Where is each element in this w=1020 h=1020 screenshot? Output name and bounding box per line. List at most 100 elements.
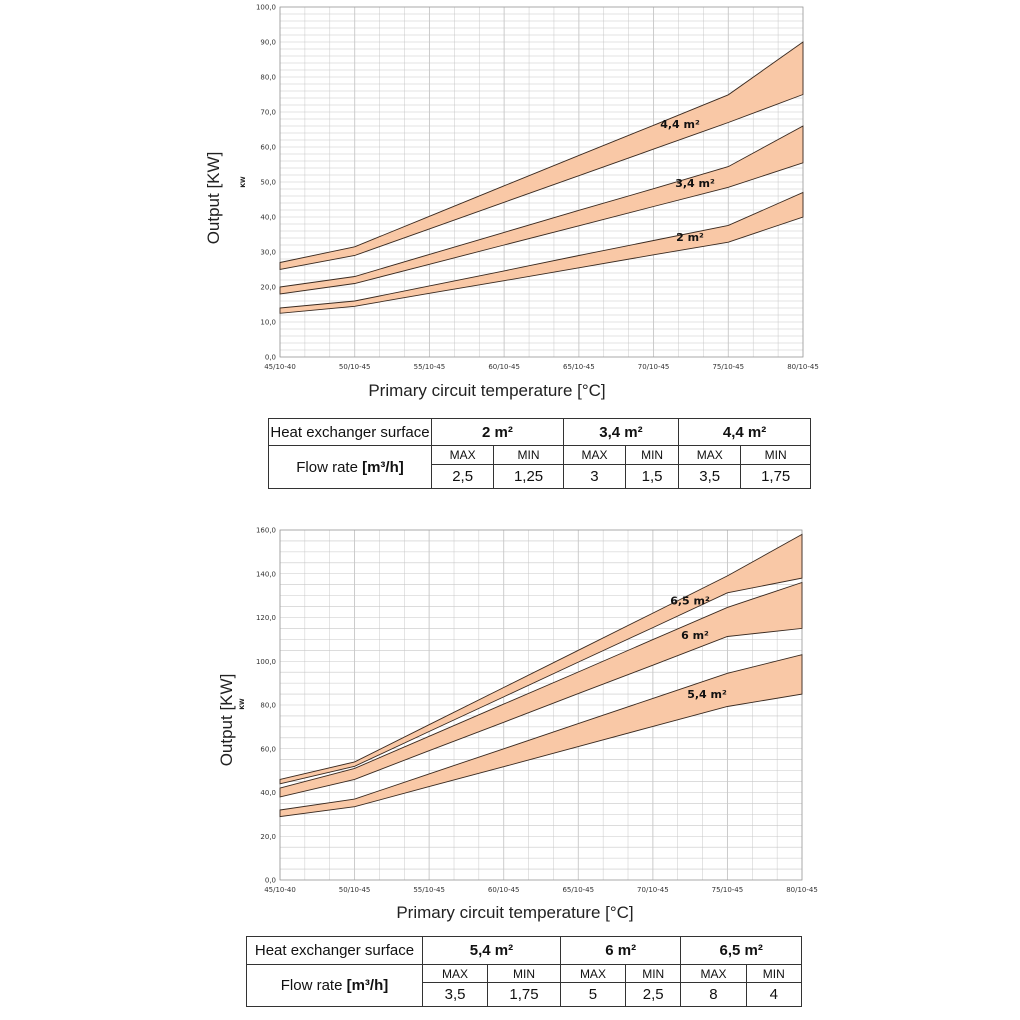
min-value: 1,75: [487, 982, 561, 1007]
y-tick-label: 50,0: [260, 179, 276, 187]
y-tick-label: 40,0: [260, 214, 276, 222]
min-value: 2,5: [624, 982, 682, 1007]
x-tick-label: 45/10-40: [264, 886, 296, 894]
y-tick-label: 140,0: [256, 570, 276, 578]
y-tick-label: 10,0: [260, 319, 276, 327]
min-value: 1,5: [625, 464, 680, 489]
x-tick-label: 70/10-45: [637, 886, 669, 894]
x-tick-label: 70/10-45: [638, 363, 670, 371]
band-label: 2 m²: [676, 231, 704, 244]
min-label: MIN: [624, 964, 682, 983]
band-series: [279, 654, 803, 818]
y-tick-label: 160,0: [256, 527, 276, 535]
flow-rate-table-large: Heat exchanger surface 5,4 m² 6 m² 6,5 m…: [246, 936, 803, 1007]
area-header: 3,4 m²: [562, 418, 680, 446]
band-label: 5,4 m²: [687, 688, 727, 701]
flow-rate-label: Flow rate [m³/h]: [268, 445, 432, 489]
y-axis-title: Output [KW]: [217, 674, 236, 767]
band-area: [279, 191, 804, 314]
band-series: [279, 533, 803, 785]
x-tick-label: 75/10-45: [712, 363, 744, 371]
max-value: 2,5: [430, 464, 495, 489]
max-label: MAX: [559, 964, 627, 983]
band-area: [279, 581, 803, 798]
min-value: 1,25: [493, 464, 564, 489]
x-tick-label: 75/10-45: [712, 886, 744, 894]
output-chart-small-exchangers: 0,0 10,0 20,0 30,0 40,0 50,0 60,0 70,0 80,0 90,0 1…: [204, 4, 819, 401]
y-tick-label: 100,0: [256, 658, 276, 666]
y-tick-label: 20,0: [260, 833, 276, 841]
max-label: MAX: [562, 445, 627, 465]
heat-exchanger-surface-label: Heat exchanger surface: [268, 418, 432, 446]
band-area: [279, 125, 804, 295]
max-value: 8: [680, 982, 747, 1007]
min-label: MIN: [625, 445, 680, 465]
band-area: [279, 654, 803, 818]
max-label: MAX: [430, 445, 495, 465]
y-tick-label: 20,0: [260, 284, 276, 292]
y-tick-label: 60,0: [260, 144, 276, 152]
area-header: 6 m²: [559, 936, 682, 965]
y-tick-label: 0,0: [265, 354, 276, 362]
y-tick-label: 70,0: [260, 109, 276, 117]
band-label: 4,4 m²: [660, 118, 700, 131]
band-label: 6 m²: [681, 629, 709, 642]
y-axis-unit: KW: [239, 698, 246, 710]
band-label: 6,5 m²: [670, 594, 710, 607]
min-label: MIN: [493, 445, 564, 465]
min-value: 4: [745, 982, 803, 1007]
y-tick-label: 80,0: [260, 702, 276, 710]
x-axis-title: Primary circuit temperature [°C]: [368, 381, 605, 400]
area-header: 2 m²: [431, 418, 564, 446]
x-tick-label: 60/10-45: [488, 363, 520, 371]
band-series: [279, 581, 803, 798]
band-area: [279, 41, 804, 271]
max-value: 3,5: [678, 464, 742, 489]
x-tick-label: 65/10-45: [563, 363, 595, 371]
max-value: 3,5: [421, 982, 489, 1007]
output-chart-large-exchangers: 0,0 20,0 40,0 60,0 80,0 100,0 120,0 140,0 160,0 4…: [217, 527, 818, 923]
max-label: MAX: [680, 964, 747, 983]
y-tick-label: 60,0: [260, 745, 276, 753]
y-tick-label: 120,0: [256, 614, 276, 622]
max-label: MAX: [678, 445, 742, 465]
x-tick-label: 55/10-45: [414, 363, 446, 371]
y-tick-label: 80,0: [260, 74, 276, 82]
x-tick-label: 80/10-45: [787, 363, 819, 371]
max-value: 5: [559, 982, 627, 1007]
flow-rate-label: Flow rate [m³/h]: [246, 964, 423, 1007]
min-value: 1,75: [740, 464, 811, 489]
band-area: [279, 533, 803, 785]
x-tick-label: 50/10-45: [339, 363, 371, 371]
x-tick-label: 65/10-45: [562, 886, 594, 894]
heat-exchanger-surface-label: Heat exchanger surface: [246, 936, 423, 965]
y-tick-label: 90,0: [260, 39, 276, 47]
x-axis-title: Primary circuit temperature [°C]: [396, 903, 633, 922]
max-label: MAX: [421, 964, 489, 983]
min-label: MIN: [487, 964, 561, 983]
y-axis-title: Output [KW]: [204, 152, 223, 245]
y-axis-unit: KW: [240, 176, 247, 188]
plot-frame: [279, 6, 804, 358]
y-tick-label: 40,0: [260, 789, 276, 797]
y-tick-label: 30,0: [260, 249, 276, 257]
y-tick-label: 100,0: [256, 4, 276, 12]
flow-rate-table-small: Heat exchanger surface 2 m² 3,4 m² 4,4 m…: [268, 418, 811, 489]
band-series: [279, 191, 804, 314]
area-header: 6,5 m²: [680, 936, 802, 965]
x-tick-label: 45/10-40: [264, 363, 296, 371]
area-header: 4,4 m²: [678, 418, 811, 446]
min-label: MIN: [740, 445, 811, 465]
band-label: 3,4 m²: [675, 177, 715, 190]
x-tick-label: 80/10-45: [786, 886, 818, 894]
area-header: 5,4 m²: [422, 936, 561, 965]
x-tick-label: 50/10-45: [339, 886, 371, 894]
x-tick-label: 60/10-45: [488, 886, 520, 894]
band-series: [279, 41, 804, 271]
y-tick-label: 0,0: [265, 877, 276, 885]
min-label: MIN: [745, 964, 803, 983]
band-series: [279, 125, 804, 295]
max-value: 3: [562, 464, 627, 489]
x-tick-label: 55/10-45: [413, 886, 445, 894]
plot-frame: [279, 529, 803, 881]
